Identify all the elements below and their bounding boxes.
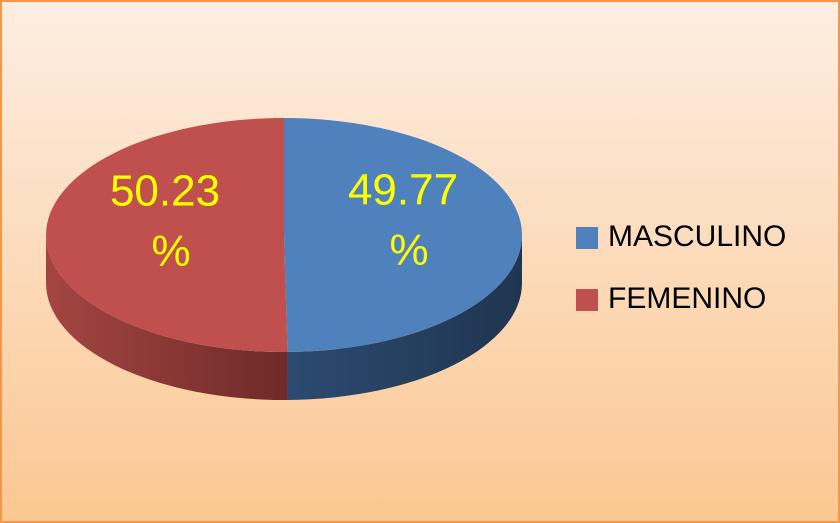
slice-side	[46, 235, 288, 401]
legend-label: MASCULINO	[608, 220, 786, 253]
slice	[46, 118, 288, 352]
legend-label: FEMENINO	[608, 282, 766, 315]
legend-swatch	[576, 289, 598, 311]
data-label: 50.23 %	[110, 166, 220, 275]
slice-side	[287, 235, 522, 400]
legend-swatch	[576, 227, 598, 249]
data-label: 49.77 %	[348, 165, 458, 274]
slice	[284, 118, 523, 352]
